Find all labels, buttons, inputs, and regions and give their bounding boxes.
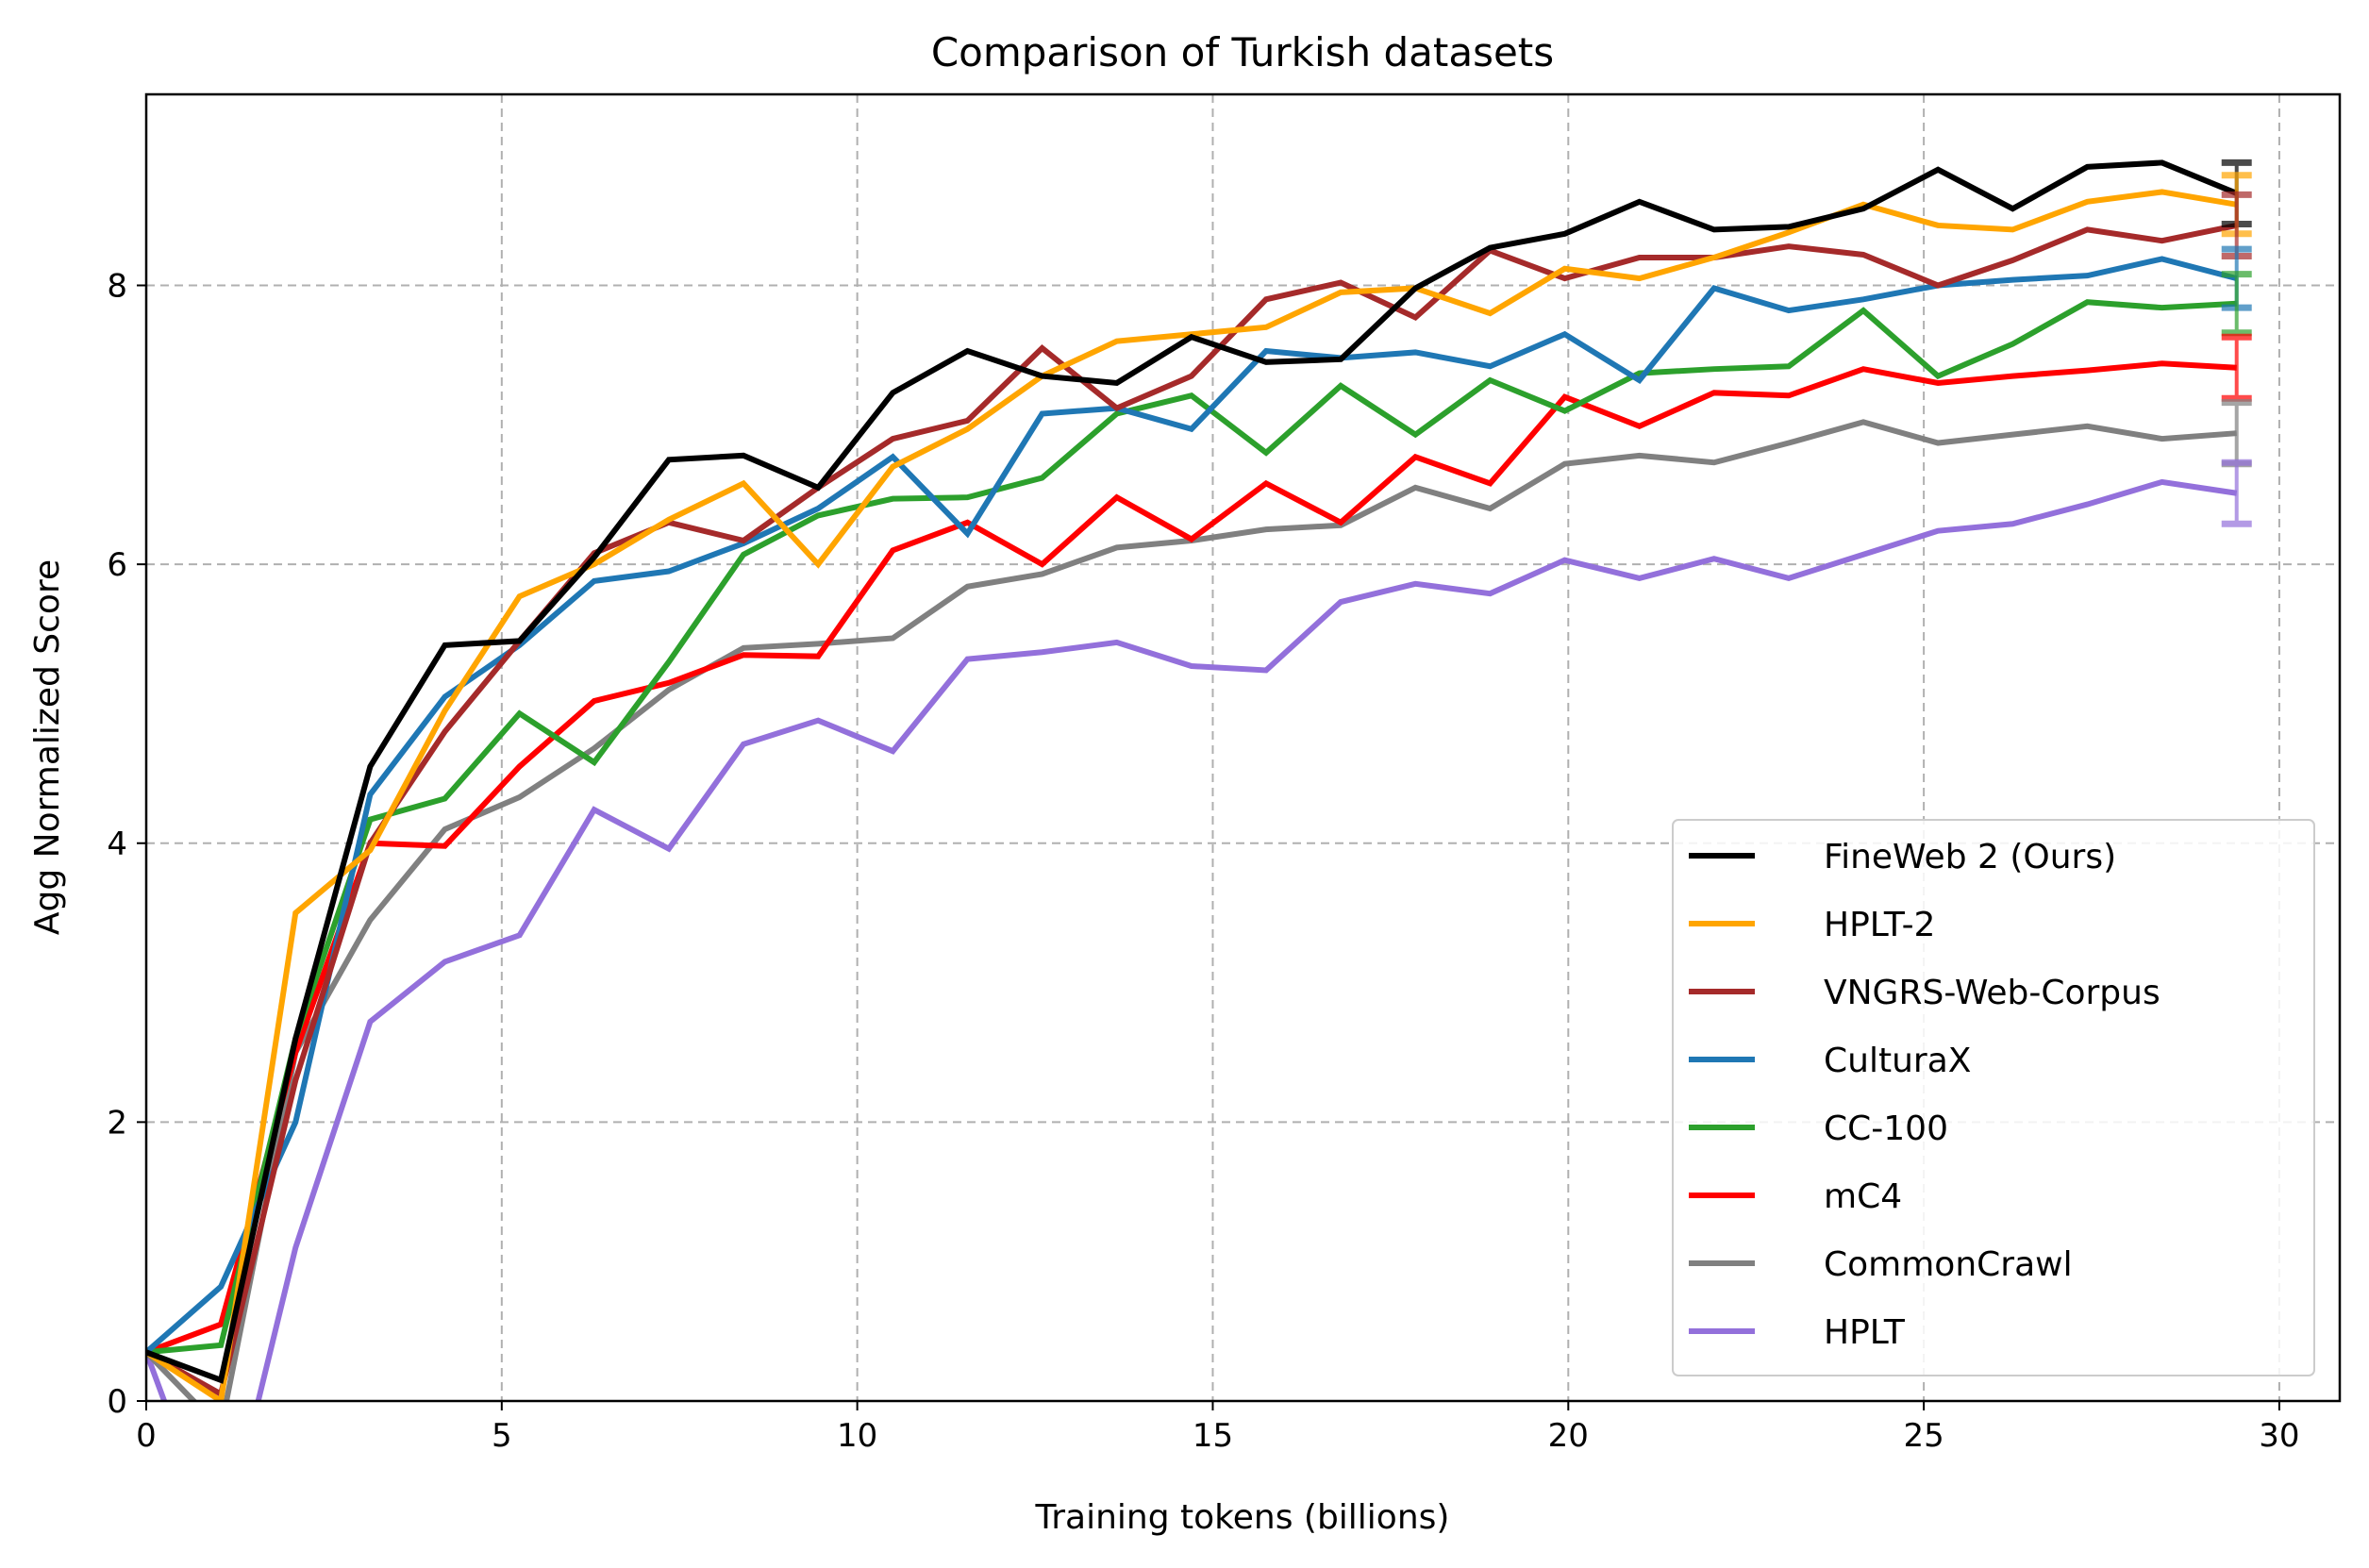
series-line-fineweb-2-ours- [146, 159, 2238, 1384]
legend-label: HPLT-2 [1824, 906, 1935, 944]
y-tick-label: 0 [107, 1383, 127, 1421]
x-tick-label: 30 [2259, 1417, 2299, 1455]
y-tick-label: 4 [107, 826, 127, 863]
legend-item: CulturaX [1689, 1042, 1971, 1080]
legend-label: CulturaX [1824, 1042, 1971, 1080]
error-bar [2221, 333, 2252, 402]
error-bar [2221, 459, 2252, 527]
legend-item: mC4 [1689, 1177, 1902, 1216]
error-bars [2221, 158, 2252, 527]
series-line-culturax [146, 256, 2238, 1355]
x-axis-label: Training tokens (billions) [1035, 1498, 1450, 1537]
series-line-hplt [146, 478, 2238, 1401]
x-tick-label: 10 [837, 1417, 877, 1455]
y-axis-label: Agg Normalized Score [28, 559, 67, 935]
plot-frame [144, 92, 2342, 1403]
series-group [146, 159, 2238, 1401]
y-tick-label: 6 [107, 546, 127, 584]
series-line-cc-100 [146, 299, 2237, 1356]
legend-label: mC4 [1824, 1177, 1902, 1216]
chart-title: Comparison of Turkish datasets [931, 29, 1554, 75]
legend-item: CC-100 [1689, 1109, 1948, 1148]
x-tick-label: 15 [1193, 1417, 1233, 1455]
legend-label: HPLT [1824, 1313, 1906, 1352]
x-tick-label: 5 [492, 1417, 512, 1455]
ticks: 0 5 10 15 20 25 30 0 2 4 6 8 [107, 268, 2299, 1455]
y-tick-label: 8 [107, 268, 127, 306]
legend-item: VNGRS-Web-Corpus [1689, 974, 2160, 1012]
legend-item: HPLT [1689, 1313, 1906, 1352]
series-line-vngrs-web-corpus [146, 223, 2238, 1399]
x-tick-label: 20 [1548, 1417, 1589, 1455]
legend-item: HPLT-2 [1689, 906, 1935, 944]
legend: FineWeb 2 (Ours) HPLT-2 VNGRS-Web-Corpus Cu… [1672, 819, 2315, 1376]
series-line-mc4 [146, 360, 2237, 1356]
y-tick-label: 2 [107, 1104, 127, 1142]
legend-label: FineWeb 2 (Ours) [1824, 838, 2116, 876]
legend-label: CommonCrawl [1824, 1245, 2073, 1284]
legend-box [1672, 819, 2315, 1376]
x-tick-label: 25 [1903, 1417, 1944, 1455]
legend-label: VNGRS-Web-Corpus [1824, 974, 2160, 1012]
legend-item: CommonCrawl [1689, 1245, 2073, 1284]
x-tick-label: 0 [136, 1417, 157, 1455]
legend-label: CC-100 [1824, 1109, 1948, 1148]
legend-item: FineWeb 2 (Ours) [1689, 838, 2116, 876]
error-bar [2221, 271, 2252, 337]
